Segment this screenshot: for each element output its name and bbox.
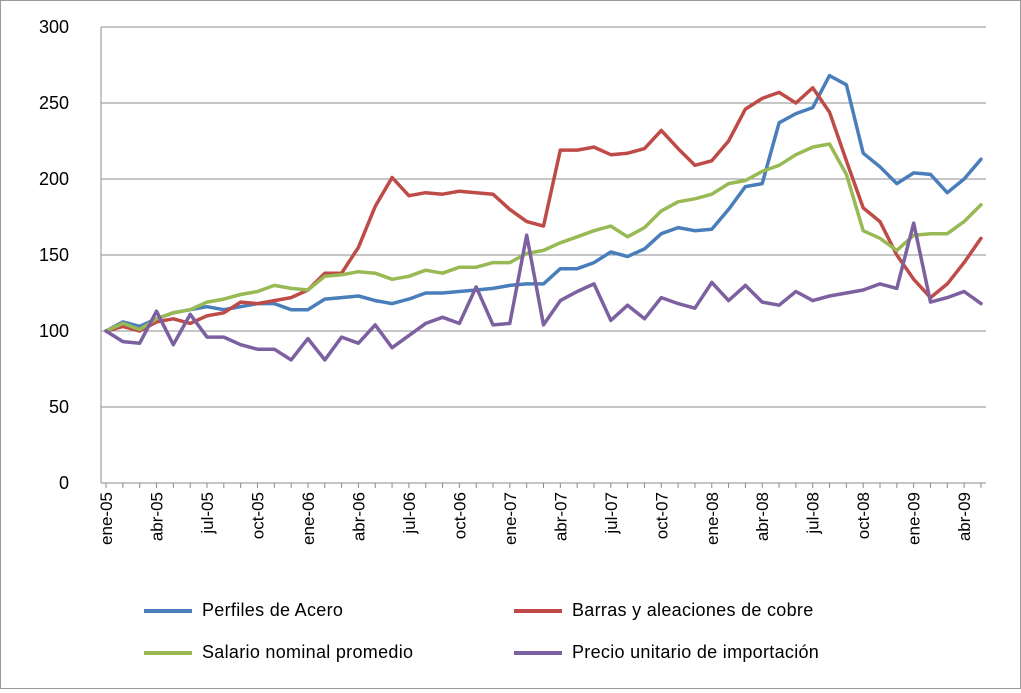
- y-tick-label-300: 300: [39, 17, 69, 37]
- legend-swatch: [514, 608, 562, 613]
- y-tick-label-150: 150: [39, 245, 69, 265]
- y-tick-label-200: 200: [39, 169, 69, 189]
- y-tick-label-0: 0: [59, 473, 69, 493]
- x-tick-label-jul-06: jul-06: [400, 492, 419, 535]
- x-tick-label-oct-08: oct-08: [854, 492, 873, 539]
- legend-label: Perfiles de Acero: [202, 600, 344, 620]
- legend-swatch: [514, 650, 562, 655]
- legend-swatch: [144, 608, 192, 613]
- legend-label: Barras y aleaciones de cobre: [572, 600, 814, 620]
- x-axis-tick-labels: ene-05 abr-05 jul-05 oct-05 ene-06 abr-06 jul-…: [97, 492, 974, 545]
- x-tick-label-ene-08: ene-08: [703, 492, 722, 545]
- legend-item-barras-y-aleaciones-de-cobre: Barras y aleaciones de cobre: [514, 600, 814, 621]
- legend-item-perfiles-de-acero: Perfiles de Acero: [144, 600, 343, 621]
- series-line-salario-nominal-promedio: [104, 142, 983, 333]
- y-tick-label-50: 50: [49, 397, 69, 417]
- x-tick-label-abr-06: abr-06: [349, 492, 368, 541]
- legend-item-salario-nominal-promedio: Salario nominal promedio: [144, 642, 413, 663]
- legend-label: Salario nominal promedio: [202, 642, 414, 662]
- x-tick-label-oct-05: oct-05: [248, 492, 267, 539]
- legend-label: Precio unitario de importación: [572, 642, 820, 662]
- x-tick-label-abr-07: abr-07: [551, 492, 570, 541]
- x-tick-label-ene-05: ene-05: [97, 492, 116, 545]
- x-tick-label-abr-05: abr-05: [148, 492, 167, 541]
- y-tick-label-250: 250: [39, 93, 69, 113]
- series-line-barras-y-aleaciones-de-cobre: [104, 86, 983, 333]
- series-lines: [104, 73, 983, 362]
- series-line-precio-unitario-de-importacion: [104, 221, 983, 362]
- legend-swatch: [144, 650, 192, 655]
- x-tick-label-ene-07: ene-07: [501, 492, 520, 545]
- x-axis-tick-marks: [105, 483, 982, 488]
- x-tick-label-jul-08: jul-08: [804, 492, 823, 535]
- x-tick-label-oct-06: oct-06: [450, 492, 469, 539]
- y-axis-tick-labels: 0 50 100 150 200 250 300: [39, 17, 69, 493]
- x-tick-label-abr-09: abr-09: [955, 492, 974, 541]
- x-tick-label-abr-08: abr-08: [753, 492, 772, 541]
- x-tick-label-ene-09: ene-09: [905, 492, 924, 545]
- x-tick-label-ene-06: ene-06: [299, 492, 318, 545]
- x-tick-label-jul-05: jul-05: [198, 492, 217, 535]
- x-tick-label-oct-07: oct-07: [652, 492, 671, 539]
- x-tick-label-jul-07: jul-07: [602, 492, 621, 535]
- y-tick-label-100: 100: [39, 321, 69, 341]
- gridlines: [101, 26, 986, 408]
- legend-item-precio-unitario-de-importacion: Precio unitario de importación: [514, 642, 819, 663]
